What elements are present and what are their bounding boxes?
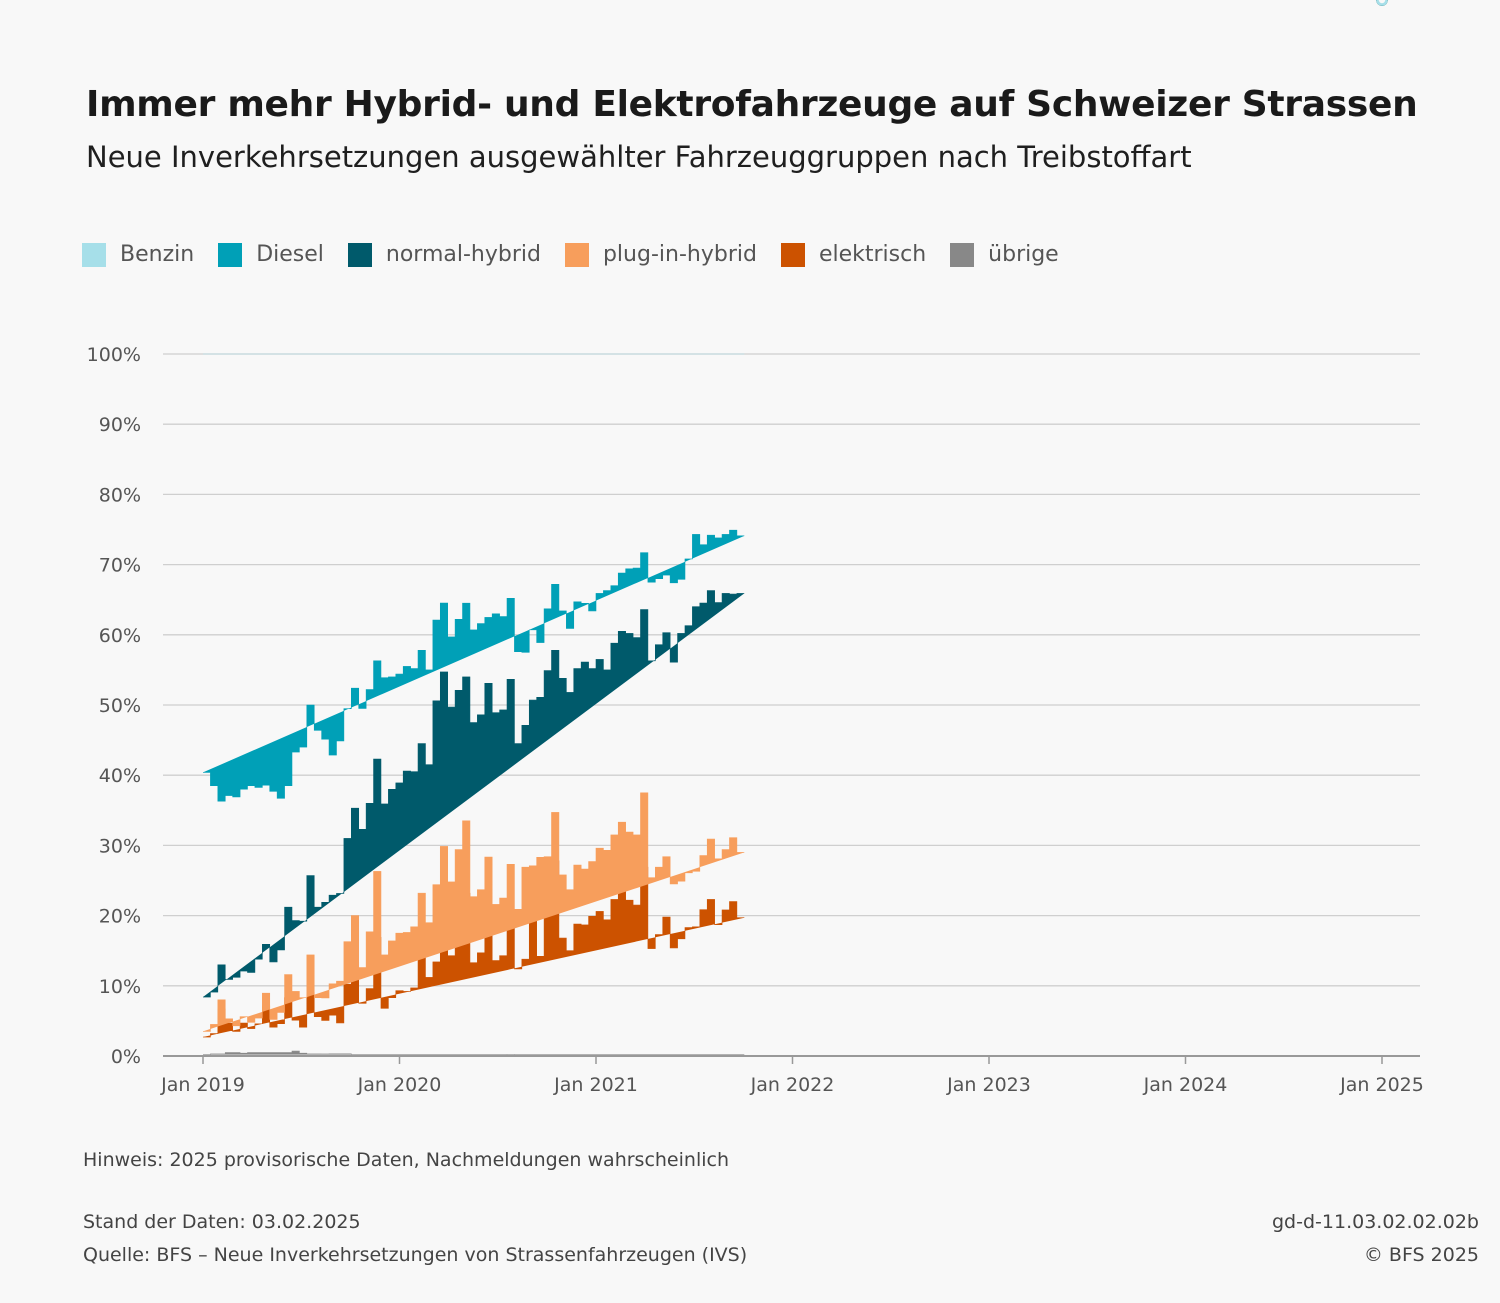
legend-label: normal-hybrid [385,242,541,267]
legend-swatch [218,242,243,267]
end-marker-benzin[interactable] [1376,0,1388,6]
y-tick-label: 30% [99,835,141,857]
y-tick-label: 70% [99,555,141,577]
legend-label: Diesel [256,242,324,267]
legend-item-plug-in-hybrid[interactable]: plug-in-hybrid [564,242,757,267]
x-tick-label: Jan 2024 [1143,1074,1228,1096]
data-date: Stand der Daten: 03.02.2025 [83,1211,361,1233]
x-tick-label: Jan 2020 [357,1074,442,1096]
legend-swatch [950,242,975,267]
legend-swatch [82,242,106,267]
y-tick-label: 10% [99,976,141,998]
legend-item-diesel[interactable]: Diesel [218,242,324,267]
legend: Benzin Diesel normal-hybrid plug-in-hybrid e… [82,242,1083,267]
y-tick-label: 50% [99,695,141,717]
area-elektrisch[interactable] [203,860,745,1038]
legend-item-brige[interactable]: übrige [950,242,1059,267]
x-tick-label: Jan 2022 [750,1074,835,1096]
y-tick-label: 90% [99,414,141,436]
legend-label: übrige [988,242,1059,267]
chart-title: Immer mehr Hybrid- und Elektrofahrzeuge … [86,84,1418,125]
source-note: Quelle: BFS – Neue Inverkehrsetzungen vo… [83,1244,748,1266]
legend-label: plug-in-hybrid [602,242,757,267]
legend-label: Benzin [120,242,195,267]
legend-swatch [347,242,372,267]
legend-swatch [780,242,805,267]
footnote: Hinweis: 2025 provisorische Daten, Nachm… [83,1149,729,1171]
area-diesel[interactable] [203,529,745,802]
y-tick-label: 60% [99,625,141,647]
area-brige[interactable] [203,1050,745,1055]
y-tick-label: 40% [99,765,141,787]
copyright: © BFS 2025 [1363,1244,1479,1266]
x-tick-label: Jan 2019 [160,1074,245,1096]
x-tick-label: Jan 2025 [1339,1074,1424,1096]
area-normal-hybrid[interactable] [203,590,745,998]
y-tick-label: 100% [87,344,141,366]
x-tick-label: Jan 2021 [553,1074,638,1096]
legend-item-benzin[interactable]: Benzin [82,242,194,267]
y-tick-label: 0% [111,1046,141,1068]
y-tick-label: 80% [99,484,141,506]
area-plug-in-hybrid[interactable] [203,792,745,1032]
legend-swatch [564,242,589,267]
y-tick-label: 20% [99,906,141,928]
x-tick-label: Jan 2023 [946,1074,1031,1096]
legend-label: elektrisch [818,242,927,267]
legend-item-normal-hybrid[interactable]: normal-hybrid [347,242,541,267]
chart-subtitle: Neue Inverkehrsetzungen ausgewählter Fah… [86,140,1192,174]
chart-code: gd-d-11.03.02.02.02b [1272,1211,1479,1233]
legend-item-elektrisch[interactable]: elektrisch [780,242,927,267]
